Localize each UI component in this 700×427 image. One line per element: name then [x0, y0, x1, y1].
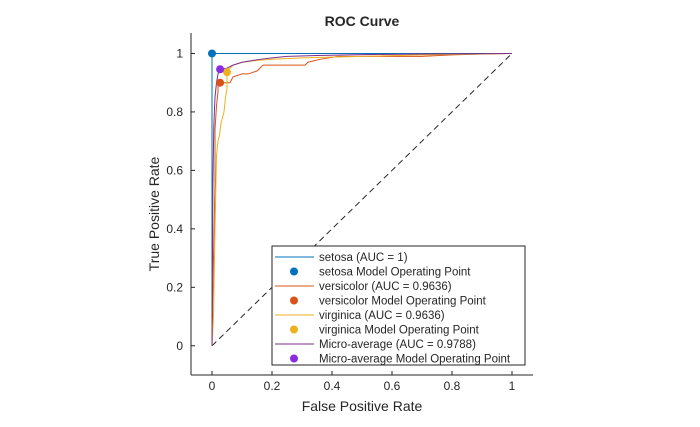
y-tick-label: 0.6 — [166, 163, 183, 177]
x-axis-label: False Positive Rate — [302, 398, 423, 414]
legend-marker-swatch — [290, 325, 298, 334]
legend-entry-label: virginica Model Operating Point — [319, 325, 480, 337]
legend-entry-label: virginica (AUC = 0.9636) — [319, 310, 445, 322]
x-tick-label: 0 — [209, 379, 216, 393]
operating-point-0 — [208, 49, 216, 58]
x-tick-label: 0.8 — [444, 379, 461, 393]
legend-entry-label: Micro-average Model Operating Point — [319, 354, 511, 366]
y-tick-label: 0.2 — [166, 280, 183, 294]
legend-marker-swatch — [290, 296, 298, 305]
legend-box — [271, 245, 526, 366]
x-tick-label: 0.2 — [264, 379, 281, 393]
roc-series-line-1 — [211, 52, 513, 346]
x-tick-label: 0.6 — [384, 379, 401, 393]
y-tick-label: 0.4 — [166, 222, 183, 236]
y-axis-label: True Positive Rate — [146, 156, 162, 271]
roc-series-line-3 — [211, 52, 513, 346]
legend-entry-label: versicolor Model Operating Point — [319, 296, 487, 308]
operating-point-1 — [216, 78, 225, 87]
legend-entry-label: setosa Model Operating Point — [319, 267, 471, 279]
operating-point-2 — [223, 68, 231, 77]
legend-entry-label: setosa (AUC = 1) — [319, 252, 408, 264]
legend-entry-label: versicolor (AUC = 0.9636) — [319, 281, 452, 293]
x-tick-label: 0.4 — [324, 379, 341, 393]
legend-marker-swatch — [290, 267, 298, 276]
legend-entry-label: Micro-average (AUC = 0.9788) — [319, 339, 476, 351]
x-tick-label: 1 — [509, 379, 516, 393]
legend-marker-swatch — [290, 354, 298, 363]
operating-point-3 — [216, 65, 225, 74]
chart-title: ROC Curve — [325, 13, 400, 29]
y-tick-label: 1 — [176, 46, 183, 60]
y-tick-label: 0 — [176, 339, 183, 353]
y-tick-label: 0.8 — [166, 105, 183, 119]
plot-area: 0 0.2 0.4 0.6 0.8 1 0 0.2 0.4 0.6 0.8 1 setosa (AUC … — [166, 33, 533, 393]
